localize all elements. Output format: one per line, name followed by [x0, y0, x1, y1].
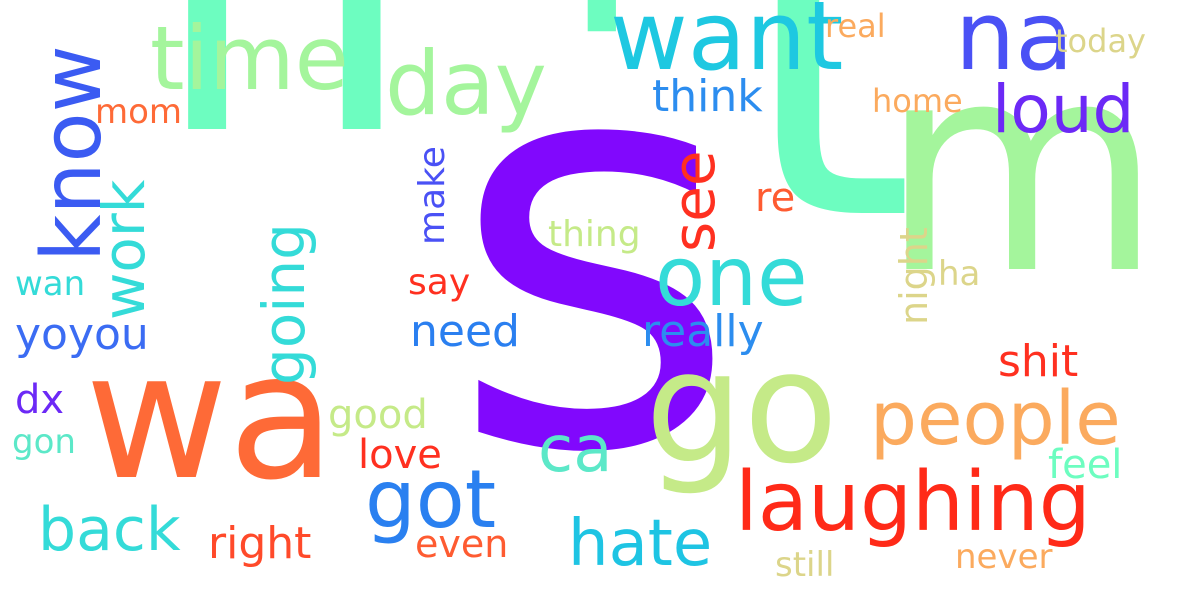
word-see: see — [660, 150, 728, 252]
word-s: s — [448, 0, 740, 576]
word-mom: mom — [95, 92, 183, 132]
word-home: home — [872, 82, 963, 120]
word-going: going — [250, 223, 318, 385]
word-right: right — [208, 518, 312, 569]
word-loud: loud — [992, 71, 1135, 148]
word-yoyou: yoyou — [15, 309, 149, 360]
word-n: n — [150, 0, 416, 195]
word-think: think — [652, 71, 763, 122]
word-ca: ca — [538, 413, 613, 487]
word-need: need — [410, 306, 520, 357]
word-even: even — [415, 522, 509, 566]
word-night: night — [892, 227, 936, 325]
word-gon: gon — [12, 422, 76, 462]
word-hate: hate — [568, 507, 713, 581]
word-got: got — [365, 453, 497, 546]
word-wan: wan — [15, 264, 86, 304]
word-ha: ha — [938, 254, 981, 294]
word-still: still — [775, 545, 835, 585]
word-work: work — [90, 179, 158, 320]
word-shit: shit — [998, 336, 1079, 387]
word-wa: wa — [85, 316, 336, 519]
word-dx: dx — [15, 377, 65, 423]
word-t: t — [735, 0, 916, 322]
word-feel: feel — [1048, 442, 1123, 488]
word-time: time — [150, 7, 349, 110]
word-back: back — [38, 495, 181, 565]
word-thing: thing — [548, 214, 641, 255]
word-today: today — [1055, 22, 1146, 60]
word-na: na — [955, 0, 1074, 92]
word-apostrophe: ' — [555, 0, 649, 268]
word-go: go — [645, 317, 839, 498]
word-say: say — [408, 262, 471, 303]
word-want: want — [610, 0, 844, 92]
word-one: one — [655, 230, 808, 325]
word-love: love — [358, 432, 442, 478]
word-never: never — [955, 537, 1053, 577]
word-real: real — [825, 7, 886, 45]
word-day: day — [385, 32, 547, 135]
word-people: people — [870, 376, 1121, 462]
word-make: make — [412, 146, 453, 245]
word-good: good — [328, 392, 428, 438]
word-laughing: laughing — [735, 455, 1091, 550]
word-re: re — [755, 175, 796, 221]
word-m: m — [880, 1, 1163, 338]
word-really: really — [642, 306, 764, 357]
